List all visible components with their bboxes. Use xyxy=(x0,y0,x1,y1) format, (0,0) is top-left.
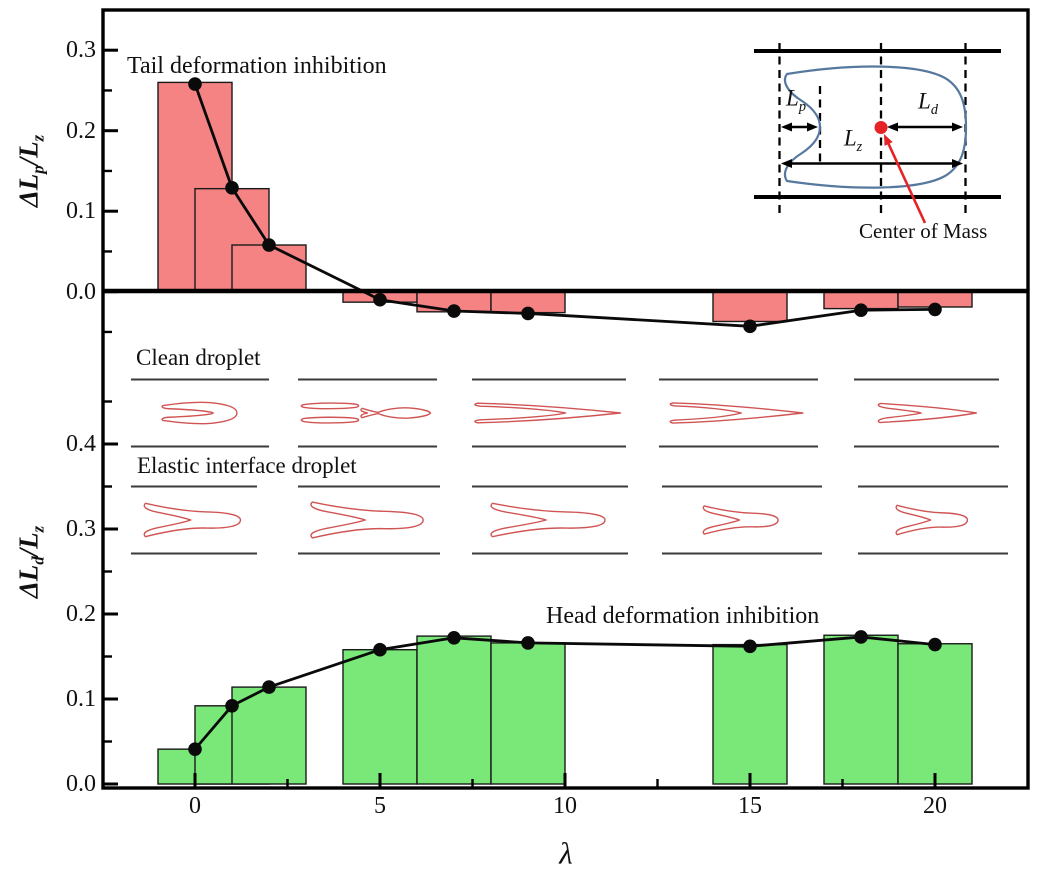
schematic-diagram xyxy=(754,43,1001,224)
ylabel-top-sep: / xyxy=(13,157,44,166)
droplet-contour-elastic-2 xyxy=(311,502,423,538)
lz-arrow-head-right xyxy=(952,159,963,168)
center-of-mass-dot xyxy=(874,121,888,134)
droplet-contour-clean-1 xyxy=(162,402,237,423)
x-axis-label-lambda: λ xyxy=(559,835,573,871)
droplet-contour-elastic-5 xyxy=(896,505,967,534)
ytick-bottom-0.4: 0.4 xyxy=(66,431,96,457)
series-bottom-marker-lambda-9 xyxy=(521,636,535,650)
lp-arrow-head-right xyxy=(807,122,818,132)
center-of-mass-label: Center of Mass xyxy=(859,219,988,243)
droplet-contour-clean-4 xyxy=(670,403,803,423)
inset-droplets-layer xyxy=(131,380,1008,554)
series-top-marker-lambda-9 xyxy=(521,306,535,321)
series-top-marker-lambda-15 xyxy=(743,319,757,334)
droplet-contour-elastic-1 xyxy=(144,503,240,536)
ylabel-bot-sub: d xyxy=(28,556,48,565)
series-top-marker-lambda-0 xyxy=(188,77,202,91)
ytick-top-0.1: 0.1 xyxy=(66,198,96,225)
series-bottom-marker-lambda-5 xyxy=(373,642,387,657)
ylabel-bot-sep: / xyxy=(13,548,44,557)
series-bottom-marker-lambda-20 xyxy=(928,637,942,652)
series-bottom-marker-lambda-1 xyxy=(225,699,239,713)
lp-length-label: Lp xyxy=(786,85,806,116)
ytick-bottom-0.0: 0.0 xyxy=(66,771,96,797)
ld-arrow-head-left xyxy=(887,122,898,132)
series-bottom-marker-lambda-2 xyxy=(262,680,276,694)
ld-base: L xyxy=(918,88,931,114)
ylabel-top-sub: p xyxy=(28,165,48,174)
diagram-droplet-contour xyxy=(783,65,968,189)
bar-bottom-lambda-20 xyxy=(897,643,973,785)
lp-base: L xyxy=(786,85,799,111)
ld-arrow-head-right xyxy=(952,122,963,132)
bar-bottom-lambda-9 xyxy=(490,642,566,785)
xtick-20: 20 xyxy=(923,793,947,819)
bar-bottom-lambda-2 xyxy=(231,686,307,785)
series-bottom-marker-lambda-18 xyxy=(854,630,868,644)
series-bottom-marker-lambda-7 xyxy=(447,631,461,645)
series-layer xyxy=(188,77,942,756)
annotation-tail-deformation: Tail deformation inhibition xyxy=(127,53,387,79)
droplet-contour-clean-2 xyxy=(301,403,430,423)
bar-bottom-lambda-15 xyxy=(712,643,788,785)
ytick-top-0.2: 0.2 xyxy=(66,117,96,144)
ytick-bottom-0.3: 0.3 xyxy=(66,516,96,542)
bar-bottom-lambda-7 xyxy=(416,635,492,785)
lp-sub: p xyxy=(798,99,806,116)
ld-sub: d xyxy=(930,102,938,119)
lp-arrow-head-left xyxy=(781,122,792,132)
plot-border xyxy=(101,8,1030,790)
center-of-mass-pointer-shaft xyxy=(886,140,927,224)
series-top-marker-lambda-5 xyxy=(373,292,387,307)
series-top-marker-lambda-7 xyxy=(447,304,461,318)
ytick-bottom-0.2: 0.2 xyxy=(66,601,96,627)
droplet-contour-elastic-4 xyxy=(703,506,778,534)
frame-layer xyxy=(101,8,1030,790)
bars-layer xyxy=(157,81,973,785)
clean-droplet-label: Clean droplet xyxy=(136,345,261,370)
series-top-marker-lambda-20 xyxy=(928,302,942,317)
lz-base: L xyxy=(843,125,857,151)
annotation-head-deformation: Head deformation inhibition xyxy=(546,603,820,629)
series-top-marker-lambda-2 xyxy=(262,238,276,252)
series-bottom-marker-lambda-15 xyxy=(743,639,757,654)
center-of-mass-pointer-head xyxy=(884,134,893,146)
series-bottom-marker-lambda-0 xyxy=(188,742,202,756)
droplet-contour-clean-5 xyxy=(878,403,976,422)
ytick-top-0.3: 0.3 xyxy=(66,37,96,64)
series-top-marker-lambda-1 xyxy=(225,181,239,195)
lz-length-label: Lz xyxy=(843,125,863,156)
xtick-5: 5 xyxy=(374,793,386,819)
xtick-15: 15 xyxy=(738,793,762,819)
xtick-10: 10 xyxy=(553,793,577,819)
ld-length-label: Ld xyxy=(918,88,938,119)
ylabel-bot-base: ΔL xyxy=(13,564,44,599)
lz-sub: z xyxy=(856,139,863,156)
droplet-contour-elastic-3 xyxy=(491,503,605,536)
ytick-top-0.0: 0.0 xyxy=(66,278,96,305)
xtick-0: 0 xyxy=(189,793,201,819)
ytick-bottom-0.1: 0.1 xyxy=(66,686,96,712)
elastic-droplet-label: Elastic interface droplet xyxy=(137,453,357,478)
lz-arrow-head-left xyxy=(781,159,792,168)
droplet-contour-clean-3 xyxy=(475,403,621,423)
series-top-marker-lambda-18 xyxy=(854,303,868,318)
